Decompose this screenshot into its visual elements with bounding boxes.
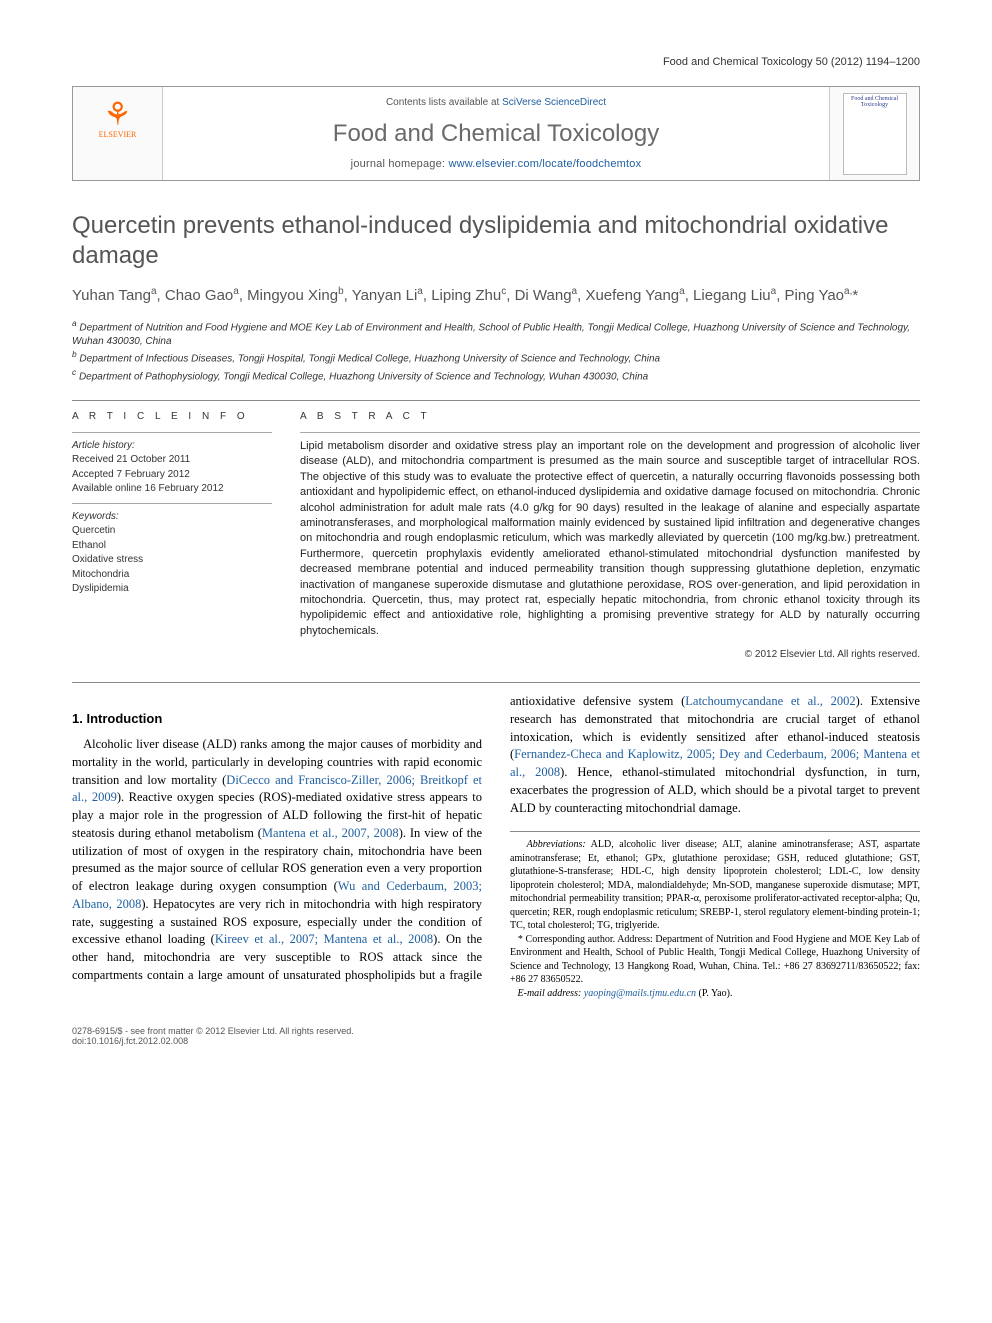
abstract-heading: A B S T R A C T [300,411,920,422]
abstract-divider [300,432,920,433]
email-label: E-mail address: [518,988,584,999]
divider-bottom [72,682,920,683]
citation-link[interactable]: Mantena et al., 2007, 2008 [262,826,399,840]
accepted-date: Accepted 7 February 2012 [72,468,272,483]
journal-name: Food and Chemical Toxicology [179,120,813,148]
page-footer: 0278-6915/$ - see front matter © 2012 El… [72,1026,920,1046]
abstract-column: A B S T R A C T Lipid metabolism disorde… [300,411,920,660]
journal-cover-thumb: Food and Chemical Toxicology [843,93,907,175]
abstract-text: Lipid metabolism disorder and oxidative … [300,439,920,639]
masthead: ⚘ ELSEVIER Contents lists available at S… [72,86,920,181]
online-date: Available online 16 February 2012 [72,482,272,497]
keywords-label: Keywords: [72,510,272,525]
affiliation-b-text: Department of Infectious Diseases, Tongj… [79,354,660,365]
article-history-block: Article history: Received 21 October 201… [72,439,272,497]
keyword-2: Oxidative stress [72,553,272,568]
corresponding-label: * Corresponding author. Address: [518,934,655,945]
footer-doi: doi:10.1016/j.fct.2012.02.008 [72,1036,920,1046]
elsevier-logo: ⚘ ELSEVIER [86,98,150,170]
info-divider-1 [72,432,272,433]
section-heading-introduction: 1. Introduction [72,711,482,726]
cover-thumb-cell: Food and Chemical Toxicology [829,87,919,180]
affiliation-c-text: Department of Pathophysiology, Tongji Me… [79,371,648,382]
article-title: Quercetin prevents ethanol-induced dysli… [72,211,920,271]
footnotes-block: Abbreviations: ALD, alcoholic liver dise… [510,831,920,1000]
info-abstract-row: A R T I C L E I N F O Article history: R… [72,411,920,660]
author-list: Yuhan Tanga, Chao Gaoa, Mingyou Xingb, Y… [72,285,920,306]
history-label: Article history: [72,439,272,454]
body-two-column: 1. Introduction Alcoholic liver disease … [72,693,920,1000]
sciencedirect-link[interactable]: SciVerse ScienceDirect [502,97,606,108]
corresponding-author-footnote: * Corresponding author. Address: Departm… [510,933,920,987]
affiliation-b: b Department of Infectious Diseases, Ton… [72,349,920,366]
abbreviations-footnote: Abbreviations: ALD, alcoholic liver dise… [510,838,920,933]
footer-front-matter: 0278-6915/$ - see front matter © 2012 El… [72,1026,920,1036]
keyword-0: Quercetin [72,524,272,539]
email-footnote: E-mail address: yaoping@mails.tjmu.edu.c… [510,987,920,1001]
intro-p2-end: ). Hence, ethanol-stimulated mitochondri… [510,765,920,815]
info-divider-2 [72,503,272,504]
affiliation-a: a Department of Nutrition and Food Hygie… [72,318,920,349]
affiliation-c: c Department of Pathophysiology, Tongji … [72,367,920,384]
abbreviations-label: Abbreviations: [527,839,586,850]
abstract-copyright: © 2012 Elsevier Ltd. All rights reserved… [300,649,920,660]
publisher-name: ELSEVIER [99,130,137,139]
citation-link[interactable]: Kireev et al., 2007; Mantena et al., 200… [215,932,433,946]
contents-available-line: Contents lists available at SciVerse Sci… [179,97,813,108]
corresponding-email-link[interactable]: yaoping@mails.tjmu.edu.cn [584,988,696,999]
publisher-logo-cell: ⚘ ELSEVIER [73,87,163,180]
contents-prefix: Contents lists available at [386,97,502,108]
article-info-heading: A R T I C L E I N F O [72,411,272,422]
email-person: (P. Yao). [696,988,732,999]
intro-p1-text-post1: ). Reactive oxygen species (ROS)-mediate… [117,790,482,804]
divider-top [72,400,920,401]
keyword-1: Ethanol [72,539,272,554]
journal-homepage-link[interactable]: www.elsevier.com/locate/foodchemtox [448,158,641,170]
keywords-block: Keywords: Quercetin Ethanol Oxidative st… [72,510,272,597]
keyword-4: Dyslipidemia [72,582,272,597]
affiliation-a-text: Department of Nutrition and Food Hygiene… [72,322,910,347]
received-date: Received 21 October 2011 [72,453,272,468]
keyword-3: Mitochondria [72,568,272,583]
running-head: Food and Chemical Toxicology 50 (2012) 1… [72,56,920,68]
journal-homepage-line: journal homepage: www.elsevier.com/locat… [179,158,813,170]
article-info-column: A R T I C L E I N F O Article history: R… [72,411,272,660]
page-container: Food and Chemical Toxicology 50 (2012) 1… [0,0,992,1102]
affiliations-list: a Department of Nutrition and Food Hygie… [72,318,920,384]
abbreviations-text: ALD, alcoholic liver disease; ALT, alani… [510,839,920,931]
homepage-prefix: journal homepage: [351,158,449,170]
masthead-center: Contents lists available at SciVerse Sci… [163,87,829,180]
citation-link[interactable]: Latchoumycandane et al., 2002 [685,694,855,708]
elsevier-tree-icon: ⚘ [103,98,132,130]
